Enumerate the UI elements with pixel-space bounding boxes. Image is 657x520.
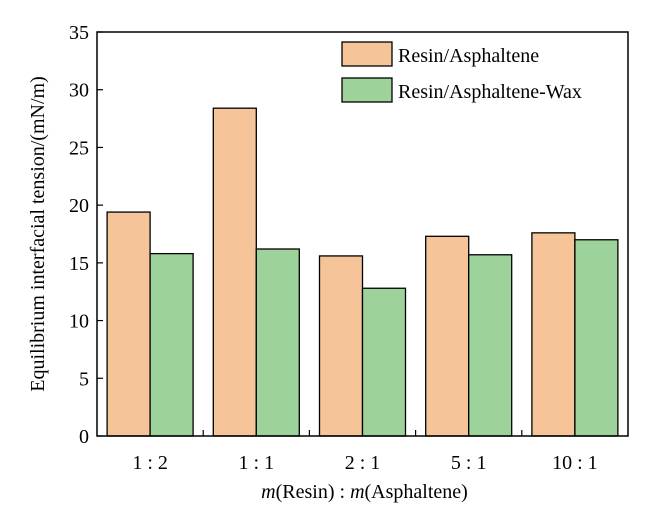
bar-resin-asphaltene bbox=[212, 107, 257, 437]
x-axis-label-italic-m2: m bbox=[350, 481, 364, 503]
y-tick-label: 30 bbox=[69, 80, 89, 102]
plot-frame bbox=[96, 31, 629, 437]
y-axis: 0 5 10 15 20 25 30 35 bbox=[69, 22, 103, 448]
bar-resin-asphaltene bbox=[531, 232, 576, 437]
bar-resin-asphaltene bbox=[425, 235, 470, 437]
x-axis-label: m(Resin) : m(Asphaltene) bbox=[261, 481, 468, 503]
y-tick-label: 0 bbox=[79, 426, 89, 448]
bar-resin-asphaltene-wax bbox=[149, 252, 194, 437]
legend-label: Resin/Asphaltene-Wax bbox=[398, 81, 582, 103]
bar-resin-asphaltene bbox=[106, 211, 151, 437]
x-tick-label: 2 : 1 bbox=[345, 452, 381, 474]
y-tick-label: 20 bbox=[69, 195, 89, 217]
bar-resin-asphaltene-wax bbox=[468, 254, 513, 437]
bar-resin-asphaltene bbox=[318, 255, 364, 437]
legend: Resin/Asphaltene Resin/Asphaltene-Wax bbox=[341, 41, 582, 103]
y-tick-label: 25 bbox=[69, 137, 89, 159]
bar-resin-asphaltene-wax bbox=[574, 239, 619, 437]
y-axis-label: Equilibrium interfacial tension/(mN/m) bbox=[27, 76, 49, 391]
legend-swatch bbox=[341, 77, 393, 103]
bar-resin-asphaltene-wax bbox=[255, 248, 300, 437]
legend-swatch bbox=[341, 41, 393, 67]
x-tick-label: 5 : 1 bbox=[451, 452, 487, 474]
y-tick-label: 35 bbox=[69, 22, 89, 44]
y-tick-label: 5 bbox=[79, 368, 89, 390]
x-axis-label-tail: (Asphaltene) bbox=[365, 481, 468, 503]
x-axis: 1 : 2 1 : 1 2 : 1 5 : 1 10 : 1 bbox=[132, 430, 598, 474]
x-tick-label: 1 : 1 bbox=[239, 452, 275, 474]
y-tick-label: 10 bbox=[69, 311, 89, 333]
x-axis-label-italic-m1: m bbox=[261, 481, 275, 503]
x-tick-label: 1 : 2 bbox=[132, 452, 168, 474]
legend-label: Resin/Asphaltene bbox=[398, 45, 539, 67]
y-tick-label: 15 bbox=[69, 253, 89, 275]
x-axis-label-mid: (Resin) : bbox=[276, 481, 350, 503]
bar-resin-asphaltene-wax bbox=[361, 287, 407, 437]
x-tick-label: 10 : 1 bbox=[552, 452, 598, 474]
bars-layer bbox=[106, 107, 619, 437]
